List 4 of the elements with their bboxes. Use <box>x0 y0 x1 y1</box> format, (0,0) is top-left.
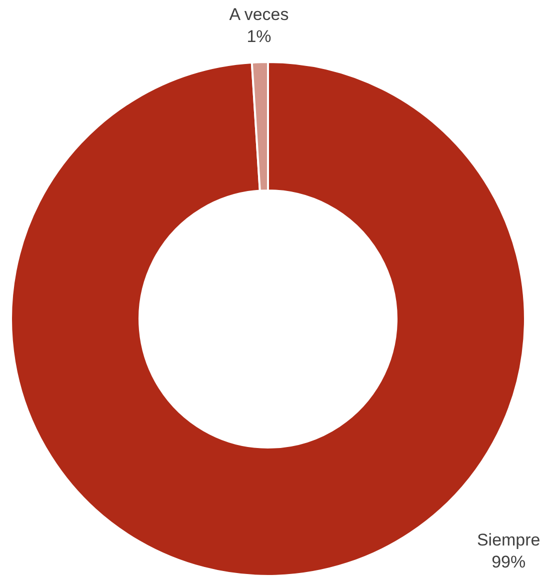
slice-label: A veces <box>229 5 289 24</box>
data-label: 1% <box>246 27 272 46</box>
data-label: 99% <box>492 552 526 572</box>
slice-label: Siempre <box>476 530 540 550</box>
